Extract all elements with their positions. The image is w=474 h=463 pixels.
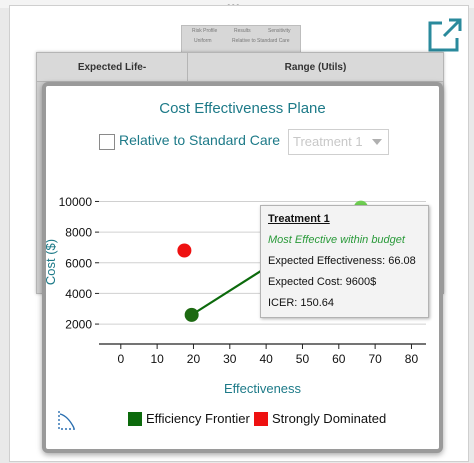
mini-row-item: Uniform	[194, 38, 212, 44]
point-tooltip: Treatment 1 Most Effective within budget…	[260, 205, 429, 318]
cost-effectiveness-dialog: Cost Effectiveness Plane Relative to Sta…	[42, 82, 443, 453]
tooltip-icer: ICER: 150.64	[268, 297, 335, 309]
popout-icon[interactable]	[427, 17, 463, 53]
x-tick-label: 60	[332, 352, 346, 366]
chart-type-icon[interactable]	[56, 408, 80, 432]
treatment-select-value: Treatment 1	[293, 134, 363, 149]
column-header: Range (Utils)	[284, 62, 347, 73]
y-tick-label: 6000	[65, 256, 92, 270]
tooltip-title: Treatment 1	[268, 213, 330, 225]
mini-row-item: Relative to Standard Care	[232, 38, 290, 44]
legend-label-strongly-dominated: Strongly Dominated	[272, 411, 387, 426]
x-tick-label: 20	[187, 352, 201, 366]
mini-tab: Results	[234, 28, 251, 34]
data-point[interactable]	[177, 243, 192, 258]
legend-swatch-strongly-dominated	[254, 412, 268, 426]
x-tick-label: 80	[405, 352, 419, 366]
y-tick-label: 8000	[65, 226, 92, 240]
tooltip-cost: Expected Cost: 9600$	[268, 276, 377, 288]
background-table-header: Expected Life- Range (Utils)	[37, 53, 443, 82]
x-axis-ticks: 0 10 20 30 40 50 60 70 80	[117, 344, 418, 366]
data-point[interactable]	[184, 307, 199, 322]
column-header: Expected Life-	[37, 53, 188, 81]
y-tick-label: 2000	[65, 318, 92, 332]
chevron-down-icon	[372, 139, 382, 145]
x-tick-label: 50	[296, 352, 310, 366]
y-tick-label: 4000	[65, 287, 92, 301]
x-tick-label: 30	[223, 352, 237, 366]
y-axis-label: Cost ($)	[46, 239, 58, 285]
mini-tab: Risk Profile	[192, 28, 218, 34]
y-tick-label: 10000	[59, 195, 93, 209]
x-tick-label: 40	[259, 352, 273, 366]
checkbox-label[interactable]: Relative to Standard Care	[119, 132, 281, 148]
chart-title: Cost Effectiveness Plane	[159, 100, 326, 117]
tooltip-status: Most Effective within budget	[268, 234, 405, 246]
relative-to-standard-care-checkbox[interactable]	[99, 134, 115, 150]
mini-tab: Sensitivity	[268, 28, 291, 34]
tooltip-effectiveness: Expected Effectiveness: 66.08	[268, 255, 416, 267]
y-axis-ticks: 2000 4000 6000 8000 10000	[59, 195, 99, 332]
legend-label-efficiency-frontier: Efficiency Frontier	[146, 411, 250, 426]
treatment-select[interactable]: Treatment 1	[288, 129, 389, 155]
x-axis-label: Effectiveness	[224, 381, 302, 396]
x-tick-label: 0	[117, 352, 124, 366]
legend-swatch-efficiency-frontier	[128, 412, 142, 426]
x-tick-label: 10	[150, 352, 164, 366]
x-tick-label: 70	[368, 352, 382, 366]
background-mini-panel: Risk Profile Results Sensitivity Uniform…	[181, 25, 301, 53]
